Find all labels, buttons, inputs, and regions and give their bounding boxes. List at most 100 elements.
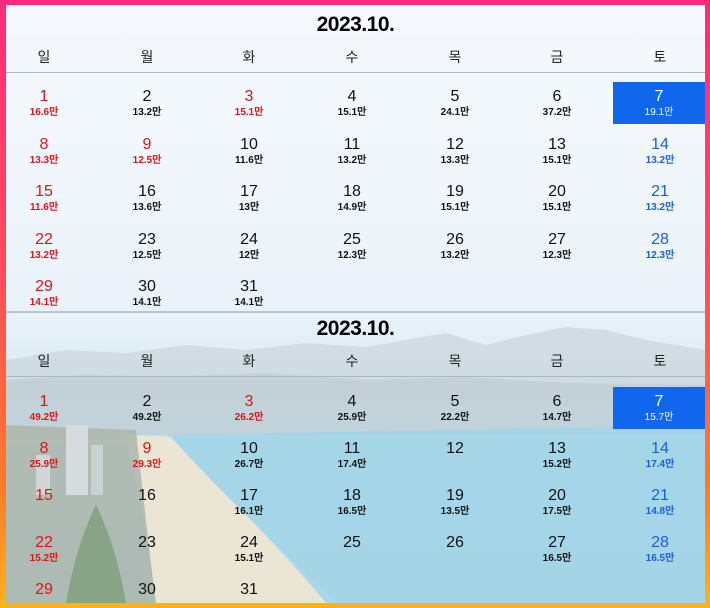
day-number: 6 [552,393,562,410]
calendar-day[interactable]: 22 15.2만 [6,528,90,570]
day-number: 25 [343,231,361,248]
calendar-day[interactable]: 27 12.3만 [511,225,603,267]
calendar-day[interactable]: 2 49.2만 [101,387,193,429]
day-price: 13.3만 [440,155,470,166]
weekday-label: 월 [140,49,154,65]
calendar-day[interactable]: 18 16.5만 [306,481,398,523]
calendar-day[interactable]: 17 16.1만 [203,481,295,523]
calendar-day[interactable]: 28 12.3만 [614,225,705,267]
day-number: 23 [138,231,156,248]
day-price: 16.5만 [337,506,367,517]
day-price: 15.1만 [337,107,367,118]
calendar-day[interactable]: 10 26.7만 [203,434,295,476]
day-price: 49.2만 [132,412,162,423]
day-number: 31 [240,581,258,598]
calendar-day[interactable]: 6 37.2만 [511,82,603,124]
day-price: 13.2만 [337,155,367,166]
calendar-day[interactable]: 11 17.4만 [306,434,398,476]
day-number: 8 [39,440,49,457]
day-price: 15.1만 [440,202,470,213]
weekday-label: 수 [345,49,359,65]
calendar-day[interactable]: 24 12만 [203,225,295,267]
calendar-day[interactable]: 20 17.5만 [511,481,603,523]
calendar-day[interactable]: 26 [409,528,501,570]
calendar-day[interactable]: 8 25.9만 [6,434,90,476]
calendar-day[interactable]: 15 [6,481,90,523]
day-number: 28 [651,534,669,551]
calendar-day-selected[interactable]: 7 15.7만 [613,387,705,429]
calendar-day[interactable]: 19 13.5만 [409,481,501,523]
calendar-day[interactable]: 21 14.8만 [614,481,705,523]
calendar-day[interactable]: 4 15.1만 [306,82,398,124]
day-number: 31 [240,278,258,295]
calendar-day[interactable]: 18 14.9만 [306,177,398,219]
calendar-scroll-view[interactable]: 2023.10. 일 월 화 수 목 금 토 1 16.6만 2 13.2만 3 15.1만 4 15.1만 5… [6,5,705,603]
day-number: 20 [548,487,566,504]
day-price: 29.3만 [132,459,162,470]
calendar-day[interactable]: 15 11.6만 [6,177,90,219]
calendar-day[interactable]: 23 [101,528,193,570]
calendar-day[interactable]: 10 11.6만 [203,130,295,172]
weekday-label: 일 [37,353,51,369]
day-number: 28 [651,231,669,248]
calendar-day[interactable]: 19 15.1만 [409,177,501,219]
day-price: 16.5만 [542,553,572,564]
day-number: 15 [35,183,53,200]
calendar-day[interactable]: 13 15.1만 [511,130,603,172]
calendar-day[interactable]: 25 [306,528,398,570]
calendar-day[interactable]: 13 15.2만 [511,434,603,476]
day-price: 15.1만 [542,202,572,213]
calendar-day-selected[interactable]: 7 19.1만 [613,82,705,124]
day-price: 14.1만 [234,297,264,308]
calendar-day[interactable]: 6 14.7만 [511,387,603,429]
day-number: 25 [343,534,361,551]
calendar-day[interactable]: 12 13.3만 [409,130,501,172]
calendar-day[interactable]: 26 13.2만 [409,225,501,267]
calendar-day[interactable]: 16 [101,481,193,523]
calendar-day[interactable]: 22 13.2만 [6,225,90,267]
calendar-day[interactable]: 16 13.6만 [101,177,193,219]
day-number: 21 [651,487,669,504]
calendar-day[interactable]: 24 15.1만 [203,528,295,570]
calendar-day[interactable]: 8 13.3만 [6,130,90,172]
weekday-label: 토 [653,353,667,369]
day-number: 19 [446,183,464,200]
weekday-label: 목 [448,49,462,65]
calendar-day[interactable]: 5 22.2만 [409,387,501,429]
calendar-day[interactable]: 5 24.1만 [409,82,501,124]
calendar-day[interactable]: 9 29.3만 [101,434,193,476]
calendar-day[interactable]: 25 12.3만 [306,225,398,267]
calendar-day[interactable]: 29 14.1만 [6,272,90,314]
calendar-day[interactable]: 23 12.5만 [101,225,193,267]
calendar-day[interactable]: 2 13.2만 [101,82,193,124]
day-number: 2 [142,393,152,410]
calendar-day[interactable]: 1 49.2만 [6,387,90,429]
day-price: 13.2만 [29,250,59,261]
calendar-day[interactable]: 3 26.2만 [203,387,295,429]
weekday-label: 화 [242,353,256,369]
calendar-day[interactable]: 30 [101,575,193,603]
calendar-day[interactable]: 20 15.1만 [511,177,603,219]
calendar-day[interactable]: 31 14.1만 [203,272,295,314]
day-price: 13.3만 [29,155,59,166]
calendar-day[interactable]: 9 12.5만 [101,130,193,172]
calendar-day[interactable]: 27 16.5만 [511,528,603,570]
day-price: 22.2만 [440,412,470,423]
calendar-day[interactable]: 31 [203,575,295,603]
weekday-label: 토 [653,49,667,65]
calendar-day[interactable]: 17 13만 [203,177,295,219]
calendar-day[interactable]: 14 17.4만 [614,434,705,476]
calendar-day[interactable]: 1 16.6만 [6,82,90,124]
day-number: 1 [39,88,49,105]
calendar-day[interactable]: 21 13.2만 [614,177,705,219]
calendar-day[interactable]: 3 15.1만 [203,82,295,124]
calendar-day[interactable]: 30 14.1만 [101,272,193,314]
calendar-day[interactable]: 14 13.2만 [614,130,705,172]
calendar-day[interactable]: 12 [409,434,501,476]
day-price: 12만 [238,250,260,261]
calendar-day[interactable]: 4 25.9만 [306,387,398,429]
calendar-day[interactable]: 29 [6,575,90,603]
calendar-day[interactable]: 11 13.2만 [306,130,398,172]
day-number: 24 [240,231,258,248]
calendar-day[interactable]: 28 16.5만 [614,528,705,570]
